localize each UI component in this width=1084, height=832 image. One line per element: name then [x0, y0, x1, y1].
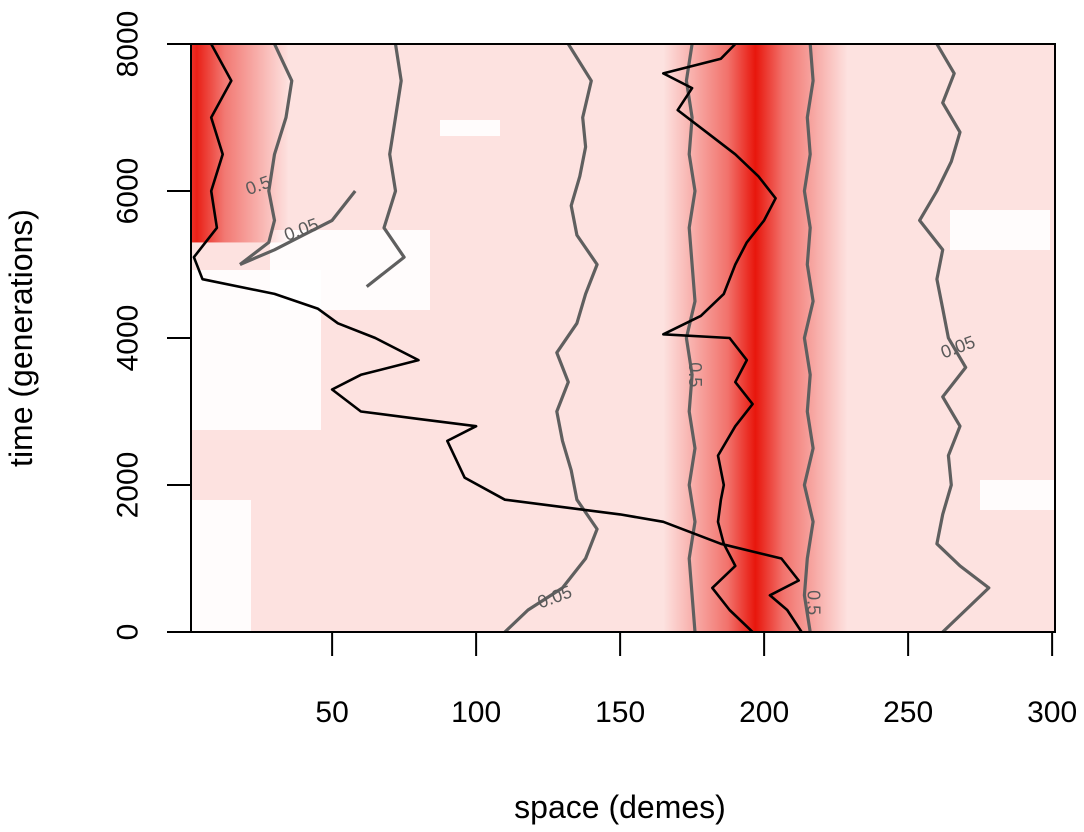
light-patch [440, 120, 500, 136]
light-patch [270, 230, 430, 310]
contour-label: 0.5 [803, 590, 823, 615]
x-tick-label: 100 [451, 696, 501, 729]
contour-line [239, 44, 294, 266]
x-tick-label: 200 [739, 696, 789, 729]
light-patch [950, 210, 1050, 250]
x-tick-label: 300 [1027, 696, 1077, 729]
contour-line [239, 190, 357, 266]
y-tick-label: 0 [112, 624, 145, 641]
contour-line [503, 44, 599, 632]
light-patch [191, 500, 251, 632]
y-axis-title: time (generations) [3, 209, 39, 467]
plot-area: 0.050.050.050.50.50.5 [191, 44, 1055, 632]
background-wash [191, 44, 1055, 632]
lineage-path [192, 44, 803, 632]
x-tick-label: 250 [883, 696, 933, 729]
contour-label: 0.5 [685, 362, 705, 387]
contour-layer [239, 44, 991, 632]
y-tick-label: 4000 [112, 305, 145, 372]
light-patch [980, 480, 1055, 510]
y-axis: 0 2000 4000 6000 8000 [112, 11, 192, 641]
lineage-layer [192, 44, 803, 632]
y-tick-label: 8000 [112, 11, 145, 78]
y-tick-label: 6000 [112, 158, 145, 225]
x-tick-label: 150 [595, 696, 645, 729]
y-tick-label: 2000 [112, 452, 145, 519]
x-tick-label: 50 [315, 696, 348, 729]
contour-line [917, 44, 991, 632]
x-axis: 50 100 150 200 250 300 [191, 631, 1077, 729]
lineage-path [661, 44, 777, 632]
contour-line [365, 44, 406, 288]
low-frequency-patches [191, 120, 1055, 632]
x-axis-title: space (demes) [514, 789, 726, 825]
contour-line [802, 44, 815, 632]
